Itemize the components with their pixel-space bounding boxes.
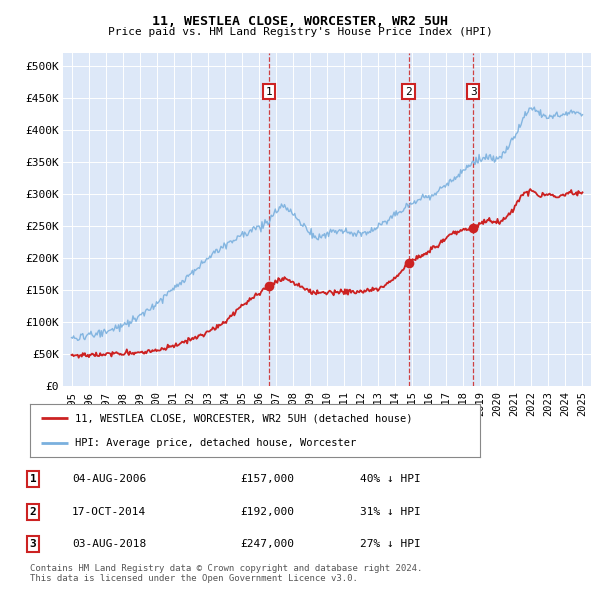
Text: £192,000: £192,000 [240,507,294,517]
Text: 27% ↓ HPI: 27% ↓ HPI [360,539,421,549]
Text: 11, WESTLEA CLOSE, WORCESTER, WR2 5UH: 11, WESTLEA CLOSE, WORCESTER, WR2 5UH [152,15,448,28]
Text: Contains HM Land Registry data © Crown copyright and database right 2024.
This d: Contains HM Land Registry data © Crown c… [30,563,422,583]
Text: 31% ↓ HPI: 31% ↓ HPI [360,507,421,517]
Text: 04-AUG-2006: 04-AUG-2006 [72,474,146,484]
Text: 3: 3 [470,87,476,97]
Text: 2: 2 [29,507,37,517]
Text: 1: 1 [265,87,272,97]
Text: HPI: Average price, detached house, Worcester: HPI: Average price, detached house, Worc… [75,438,356,448]
Text: 40% ↓ HPI: 40% ↓ HPI [360,474,421,484]
Text: 3: 3 [29,539,37,549]
Text: 1: 1 [29,474,37,484]
Text: £247,000: £247,000 [240,539,294,549]
Text: £157,000: £157,000 [240,474,294,484]
Text: 2: 2 [405,87,412,97]
Text: 17-OCT-2014: 17-OCT-2014 [72,507,146,517]
Text: 11, WESTLEA CLOSE, WORCESTER, WR2 5UH (detached house): 11, WESTLEA CLOSE, WORCESTER, WR2 5UH (d… [75,414,413,424]
Text: Price paid vs. HM Land Registry's House Price Index (HPI): Price paid vs. HM Land Registry's House … [107,27,493,37]
Text: 03-AUG-2018: 03-AUG-2018 [72,539,146,549]
